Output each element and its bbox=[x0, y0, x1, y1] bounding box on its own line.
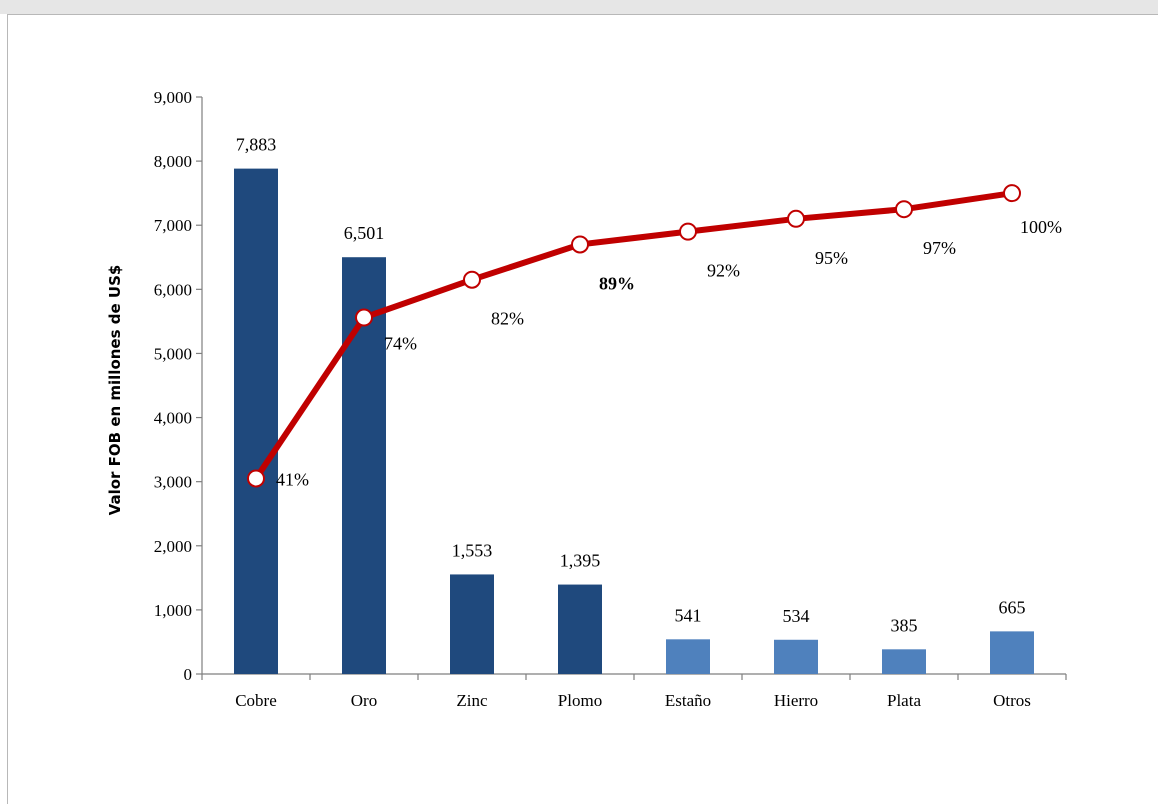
x-tick-label: Zinc bbox=[456, 691, 488, 710]
x-axis: Cobre Oro Zinc Plomo Estaño Hierro Plata Otros bbox=[201, 673, 1067, 710]
bar-value-label: 6,501 bbox=[344, 223, 385, 243]
bar-value-label: 1,395 bbox=[560, 551, 601, 571]
bar bbox=[450, 574, 494, 674]
y-tick-label: 2,000 bbox=[154, 537, 192, 556]
top-band bbox=[0, 0, 1158, 14]
cumulative-point bbox=[1003, 184, 1021, 203]
y-axis-title: Valor FOB en millones de US$ bbox=[106, 265, 124, 516]
x-tick-label: Hierro bbox=[774, 691, 818, 710]
x-tick-label: Plomo bbox=[558, 691, 602, 710]
bar bbox=[882, 649, 926, 674]
cumulative-point bbox=[571, 235, 589, 254]
y-tick-label: 1,000 bbox=[154, 601, 192, 620]
x-tick-label: Estaño bbox=[665, 691, 711, 710]
y-tick-label: 0 bbox=[184, 665, 193, 684]
cumulative-line-path bbox=[253, 190, 1015, 482]
cumulative-point bbox=[355, 308, 373, 327]
bar-value-label: 541 bbox=[675, 605, 702, 625]
cumulative-label: 74% bbox=[384, 334, 417, 354]
cumulative-label: 82% bbox=[491, 309, 524, 329]
bar bbox=[234, 168, 278, 674]
y-tick-label: 6,000 bbox=[154, 280, 192, 299]
bar bbox=[342, 257, 386, 674]
y-tick-label: 8,000 bbox=[154, 152, 192, 171]
cumulative-label: 89% bbox=[599, 273, 635, 293]
cumulative-label: 97% bbox=[923, 238, 956, 258]
bar-value-labels: 7,883 6,501 1,553 1,395 541 534 385 665 bbox=[236, 135, 1026, 636]
bar-value-label: 385 bbox=[891, 615, 918, 635]
bar-value-label: 534 bbox=[783, 606, 810, 626]
cumulative-point bbox=[247, 469, 265, 488]
bar bbox=[666, 639, 710, 674]
x-tick-label: Oro bbox=[351, 691, 377, 710]
y-tick-label: 9,000 bbox=[154, 88, 192, 107]
x-tick-label: Cobre bbox=[235, 691, 277, 710]
y-tick-label: 3,000 bbox=[154, 473, 192, 492]
cumulative-label: 95% bbox=[815, 248, 848, 268]
cumulative-label: 92% bbox=[707, 261, 740, 281]
cumulative-point bbox=[895, 200, 913, 219]
bar bbox=[774, 639, 818, 674]
bar-value-label: 1,553 bbox=[452, 540, 493, 560]
cumulative-line bbox=[247, 184, 1021, 488]
x-tick-label: Otros bbox=[993, 691, 1031, 710]
y-tick-label: 7,000 bbox=[154, 216, 192, 235]
bars bbox=[234, 168, 1034, 674]
cumulative-label: 100% bbox=[1020, 217, 1062, 237]
y-axis: 0 1,000 2,000 3,000 4,000 5,000 6,000 7,000 8,00… bbox=[154, 88, 203, 684]
bar-value-label: 7,883 bbox=[236, 135, 277, 155]
cumulative-labels: 41% 74% 82% 89% 92% 95% 97% 100% bbox=[276, 217, 1062, 489]
cumulative-point bbox=[463, 270, 481, 289]
bar bbox=[990, 631, 1034, 674]
y-tick-label: 5,000 bbox=[154, 344, 192, 363]
bar bbox=[558, 584, 602, 674]
x-tick-label: Plata bbox=[887, 691, 921, 710]
cumulative-point bbox=[787, 209, 805, 228]
bar-value-label: 665 bbox=[999, 597, 1026, 617]
cumulative-point bbox=[679, 222, 697, 241]
cumulative-label: 41% bbox=[276, 469, 309, 489]
y-tick-label: 4,000 bbox=[154, 409, 192, 428]
